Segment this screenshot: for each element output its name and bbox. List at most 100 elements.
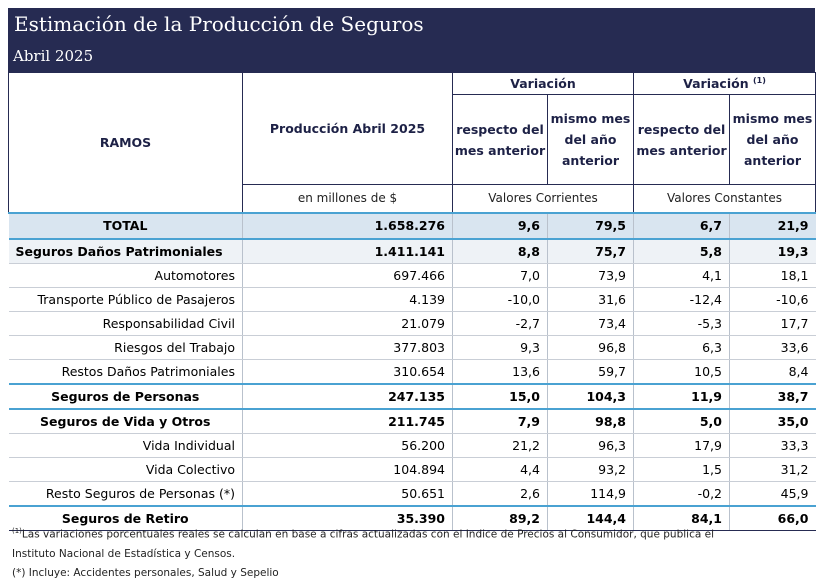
ramo-name: Resto Seguros de Personas (*) (8, 481, 243, 506)
table-row: Resto Seguros de Personas (*) 50.651 2,6 11… (8, 481, 816, 506)
produccion-value: 35.390 (242, 504, 453, 531)
var-corriente-anio: 73,4 (547, 311, 634, 336)
table-row: Seguros de Retiro 35.390 89,2 144,4 84,1 66,0 (8, 504, 816, 531)
ramo-name: Seguros de Personas (8, 382, 243, 409)
produccion-value: 247.135 (242, 382, 453, 409)
var-corriente-anio: 114,9 (547, 481, 634, 506)
ramo-name: Seguros Daños Patrimoniales (8, 238, 243, 264)
ramos-header: RAMOS (8, 72, 243, 213)
var-corriente-anio: 104,3 (547, 382, 634, 409)
var-corriente-anio: 75,7 (547, 238, 634, 264)
footnote-2: (*) Incluye: Accidentes personales, Salu… (12, 566, 279, 579)
ramo-name: Seguros de Retiro (8, 504, 243, 531)
corriente-mismo-mes-header: mismo mes del año anterior (547, 94, 634, 185)
produccion-header: Producción Abril 2025 (242, 72, 453, 185)
report-frame: Estimación de la Producción de Seguros A… (8, 8, 816, 531)
var-constante-mes: 10,5 (633, 359, 730, 384)
produccion-value: 697.466 (242, 263, 453, 288)
ramo-name: Vida Individual (8, 433, 243, 458)
produccion-value: 377.803 (242, 335, 453, 360)
produccion-value: 50.651 (242, 481, 453, 506)
var-corriente-mes: 89,2 (452, 504, 548, 531)
var-constante-mes: 6,7 (633, 211, 730, 240)
var-corriente-anio: 79,5 (547, 211, 634, 240)
footnote-1-marker: (1) (12, 527, 22, 535)
variacion-corriente-header: Variación (452, 72, 634, 95)
var-corriente-mes: 21,2 (452, 433, 548, 458)
var-corriente-mes: -10,0 (452, 287, 548, 312)
table-row: Riesgos del Trabajo 377.803 9,3 96,8 6,3 33,6 (8, 335, 816, 360)
var-corriente-mes: 4,4 (452, 457, 548, 482)
total-row: TOTAL 1.658.276 9,6 79,5 6,7 21,9 (8, 211, 816, 240)
table-row: Responsabilidad Civil 21.079 -2,7 73,4 -5,3 1… (8, 311, 816, 336)
valores-corrientes-label: Valores Corrientes (452, 184, 634, 213)
table-row: Seguros Daños Patrimoniales 1.411.141 8,8 7… (8, 238, 816, 264)
var-corriente-mes: 9,6 (452, 211, 548, 240)
produccion-value: 1.411.141 (242, 238, 453, 264)
var-constante-mes: 84,1 (633, 504, 730, 531)
ramo-name: TOTAL (8, 211, 243, 240)
var-constante-anio: 66,0 (729, 504, 816, 531)
footnote-1-text: Las variaciones porcentuales reales se c… (21, 528, 714, 541)
var-corriente-mes: 13,6 (452, 359, 548, 384)
var-constante-anio: 45,9 (729, 481, 816, 506)
var-constante-anio: 19,3 (729, 238, 816, 264)
table-row: Transporte Público de Pasajeros 4.139 -10,… (8, 287, 816, 312)
produccion-value: 211.745 (242, 407, 453, 434)
var-corriente-anio: 93,2 (547, 457, 634, 482)
page-subtitle: Abril 2025 (13, 47, 94, 65)
corriente-respecto-header: respecto del mes anterior (452, 94, 548, 185)
footnotes: (1)Las variaciones porcentuales reales s… (12, 522, 714, 583)
var-constante-mes: 4,1 (633, 263, 730, 288)
ramo-name: Transporte Público de Pasajeros (8, 287, 243, 312)
var-corriente-anio: 98,8 (547, 407, 634, 434)
title-band: Estimación de la Producción de Seguros A… (8, 8, 815, 72)
table-row: Automotores 697.466 7,0 73,9 4,1 18,1 (8, 263, 816, 288)
ramo-name: Vida Colectivo (8, 457, 243, 482)
ramo-name: Restos Daños Patrimoniales (8, 359, 243, 384)
var-corriente-anio: 31,6 (547, 287, 634, 312)
var-constante-mes: -0,2 (633, 481, 730, 506)
variacion-constante-note: (1) (752, 75, 766, 85)
table-row: Restos Daños Patrimoniales 310.654 13,6 59,… (8, 359, 816, 384)
table-row: Vida Colectivo 104.894 4,4 93,2 1,5 31,2 (8, 457, 816, 482)
var-constante-anio: 35,0 (729, 407, 816, 434)
var-constante-mes: 1,5 (633, 457, 730, 482)
var-constante-mes: -5,3 (633, 311, 730, 336)
var-corriente-mes: 15,0 (452, 382, 548, 409)
var-constante-mes: 6,3 (633, 335, 730, 360)
var-corriente-mes: 8,8 (452, 238, 548, 264)
var-corriente-mes: 7,0 (452, 263, 548, 288)
valores-constantes-label: Valores Constantes (633, 184, 816, 213)
var-constante-anio: 33,3 (729, 433, 816, 458)
var-corriente-anio: 96,8 (547, 335, 634, 360)
var-constante-anio: 21,9 (729, 211, 816, 240)
var-corriente-anio: 73,9 (547, 263, 634, 288)
var-constante-mes: 17,9 (633, 433, 730, 458)
production-table: RAMOS Producción Abril 2025 Variación Va… (8, 72, 816, 531)
table-row: Vida Individual 56.200 21,2 96,3 17,9 33,3 (8, 433, 816, 458)
ramo-name: Riesgos del Trabajo (8, 335, 243, 360)
table-body: TOTAL 1.658.276 9,6 79,5 6,7 21,9 Seguros Daño… (8, 211, 816, 531)
produccion-value: 4.139 (242, 287, 453, 312)
constante-mismo-mes-header: mismo mes del año anterior (729, 94, 816, 185)
var-constante-anio: 33,6 (729, 335, 816, 360)
var-constante-anio: 31,2 (729, 457, 816, 482)
ramo-name: Seguros de Vida y Otros (8, 407, 243, 434)
variacion-constante-header: Variación (1) (633, 72, 816, 95)
var-constante-mes: -12,4 (633, 287, 730, 312)
footnote-1-continued: Instituto Nacional de Estadística y Cens… (12, 547, 236, 560)
constante-respecto-header: respecto del mes anterior (633, 94, 730, 185)
var-constante-anio: 8,4 (729, 359, 816, 384)
var-corriente-mes: 7,9 (452, 407, 548, 434)
var-constante-anio: 17,7 (729, 311, 816, 336)
variacion-constante-label: Variación (683, 76, 749, 92)
produccion-value: 104.894 (242, 457, 453, 482)
produccion-value: 310.654 (242, 359, 453, 384)
unidad-produccion: en millones de $ (242, 184, 453, 213)
produccion-value: 56.200 (242, 433, 453, 458)
var-corriente-mes: 2,6 (452, 481, 548, 506)
var-corriente-mes: 9,3 (452, 335, 548, 360)
var-corriente-anio: 144,4 (547, 504, 634, 531)
var-constante-anio: 38,7 (729, 382, 816, 409)
